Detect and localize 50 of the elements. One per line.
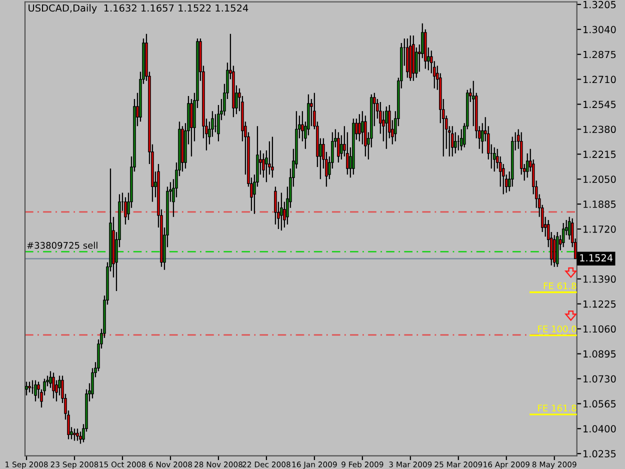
candlestick — [358, 114, 361, 142]
ref-line-label: 1.1524 — [580, 254, 613, 262]
candlestick — [361, 110, 364, 145]
candlestick — [526, 152, 529, 178]
ref-line-label: FE 61.8 — [544, 282, 576, 290]
y-tick-label: 1.2875 — [584, 50, 616, 58]
candlestick — [79, 431, 82, 444]
candlestick — [52, 372, 55, 399]
candlestick — [451, 126, 454, 157]
y-tick-label: 1.1885 — [584, 200, 616, 208]
candlestick — [25, 381, 28, 396]
y-tick-label: 1.0895 — [584, 350, 616, 358]
candlestick — [562, 222, 565, 248]
candlestick — [124, 196, 127, 226]
y-tick-label: 1.2050 — [584, 176, 616, 183]
candlestick — [385, 106, 388, 150]
candlestick — [280, 192, 283, 232]
y-tick-label: 1.2710 — [584, 76, 616, 84]
y-tick-label: 1.1060 — [584, 325, 616, 333]
y-tick-label: 1.0565 — [584, 400, 616, 408]
candlestick — [274, 186, 277, 226]
candlestick — [76, 428, 79, 442]
y-tick-label: 1.1720 — [584, 226, 616, 233]
y-tick-label: 1.0730 — [584, 375, 616, 383]
y-tick-label: 1.0400 — [584, 425, 616, 432]
candlestick — [492, 146, 496, 172]
candlestick — [73, 428, 76, 442]
y-tick-label: 1.2545 — [584, 100, 616, 108]
candlestick — [415, 46, 418, 78]
y-tick-label: 1.0235 — [584, 450, 616, 458]
candlestick — [552, 234, 556, 268]
candlestick — [337, 132, 340, 164]
y-tick-label: 1.2380 — [584, 126, 616, 134]
y-tick-label: 1.2215 — [584, 150, 616, 158]
candlestick — [28, 381, 31, 393]
candlestick — [472, 80, 475, 127]
candlestick — [454, 132, 457, 154]
ref-line-label: #33809725 sell — [27, 242, 98, 249]
candlestick — [37, 381, 40, 399]
y-tick-label: 1.3205 — [584, 0, 616, 8]
candlestick — [262, 152, 265, 178]
candlestick — [49, 370, 52, 388]
y-tick-label: 1.3040 — [584, 26, 616, 34]
ref-line-label: FE 161.8 — [538, 404, 576, 412]
candlestick — [34, 380, 37, 402]
ref-line-label: FE 100.0 — [538, 326, 576, 332]
candlestick — [271, 136, 274, 178]
chart-title: USDCAD,Daily 1.1632 1.1657 1.1522 1.1524 — [28, 4, 248, 14]
y-tick-label: 1.1225 — [584, 300, 616, 308]
y-tick-label: 1.1390 — [584, 275, 616, 283]
